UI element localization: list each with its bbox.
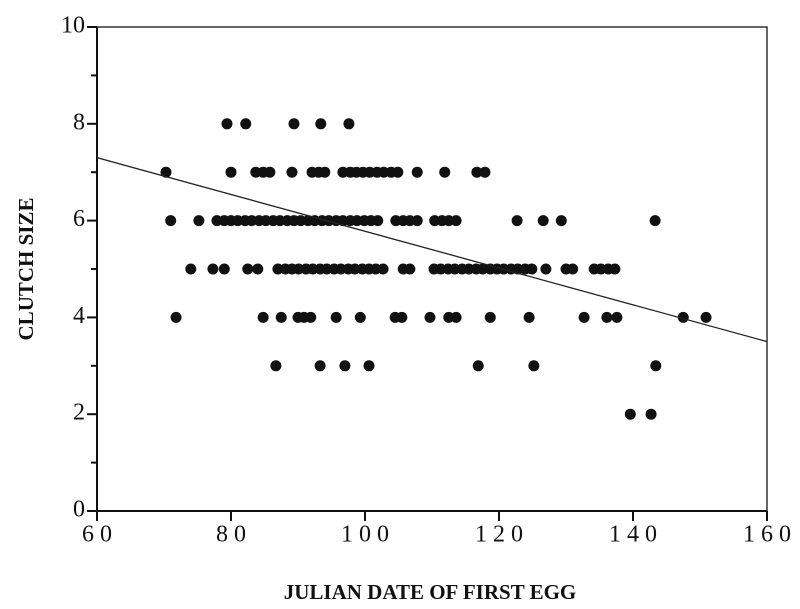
point [270, 360, 282, 372]
point [540, 263, 552, 275]
x-axis-label: JULIAN DATE OF FIRST EGG [284, 580, 577, 604]
point [472, 360, 484, 372]
point [677, 311, 689, 323]
point [396, 311, 408, 323]
point [372, 215, 384, 227]
point [330, 311, 342, 323]
point [363, 360, 375, 372]
point [207, 263, 219, 275]
point [700, 311, 712, 323]
point [193, 215, 205, 227]
point [537, 215, 549, 227]
point [484, 311, 496, 323]
point [450, 311, 462, 323]
point [275, 311, 287, 323]
point [165, 215, 177, 227]
trend-line [96, 157, 768, 343]
point [471, 166, 483, 178]
point [567, 263, 579, 275]
x-tick-label: 100 [341, 522, 395, 548]
point [404, 263, 416, 275]
point [242, 263, 254, 275]
point [523, 311, 535, 323]
point [319, 166, 331, 178]
point [305, 311, 317, 323]
point [392, 166, 404, 178]
point [240, 118, 252, 130]
point [609, 263, 621, 275]
point [314, 360, 326, 372]
point [578, 311, 590, 323]
point [650, 360, 662, 372]
point [185, 263, 197, 275]
point [252, 263, 264, 275]
point [221, 118, 233, 130]
point [528, 360, 540, 372]
point [479, 166, 491, 178]
point [645, 408, 657, 420]
x-tick-label: 60 [82, 522, 118, 548]
y-tick-label: 0 [73, 497, 85, 523]
point [315, 118, 327, 130]
point [601, 311, 613, 323]
point [611, 311, 623, 323]
point [160, 166, 172, 178]
point [288, 118, 300, 130]
point [411, 166, 423, 178]
y-tick-label: 4 [73, 303, 85, 329]
y-tick-label: 10 [61, 13, 85, 39]
point [555, 215, 567, 227]
point [264, 166, 276, 178]
x-tick-label: 120 [475, 522, 529, 548]
point [439, 166, 451, 178]
y-axis-label: CLUTCH SIZE [14, 198, 38, 341]
y-tick-label: 8 [73, 109, 85, 135]
point [286, 166, 298, 178]
point [170, 311, 182, 323]
point [377, 263, 389, 275]
x-tick-label: 160 [743, 522, 797, 548]
x-tick-label: 80 [216, 522, 252, 548]
point [624, 408, 636, 420]
point [257, 311, 269, 323]
point [424, 311, 436, 323]
point [339, 360, 351, 372]
point [218, 263, 230, 275]
point [354, 311, 366, 323]
y-tick-label: 6 [73, 206, 85, 232]
y-tick-label: 2 [73, 400, 85, 426]
point [649, 215, 661, 227]
point [526, 263, 538, 275]
point [411, 215, 423, 227]
point [511, 215, 523, 227]
point [343, 118, 355, 130]
point [225, 166, 237, 178]
x-tick-label: 140 [609, 522, 663, 548]
point [450, 215, 462, 227]
